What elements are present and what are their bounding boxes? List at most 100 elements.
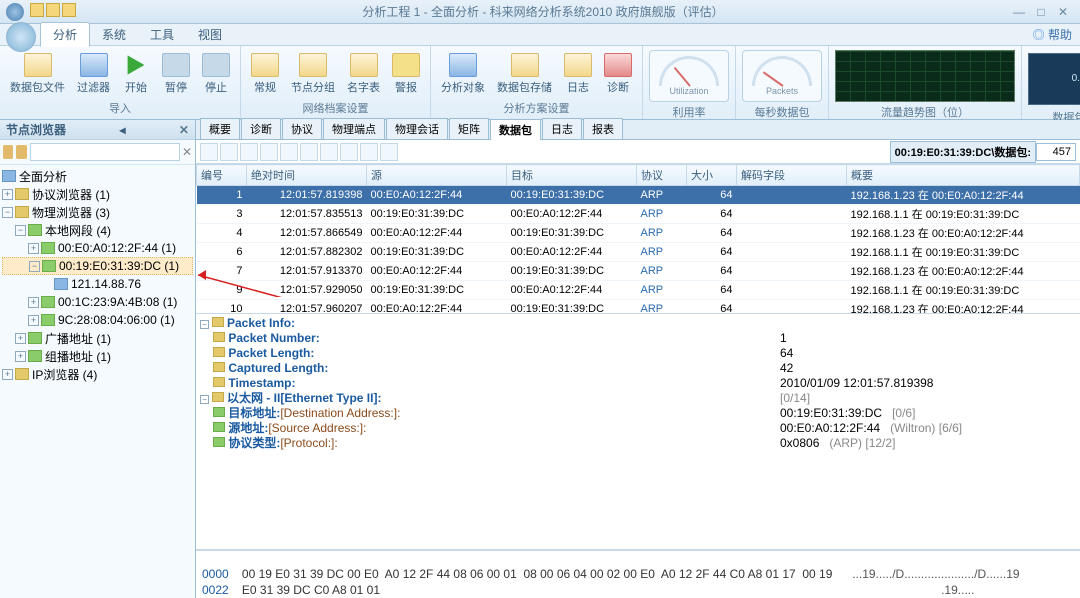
filter-icon-2[interactable] bbox=[16, 145, 26, 159]
tree-item[interactable]: 组播地址 (1) bbox=[45, 348, 111, 365]
help-link[interactable]: 帮助 bbox=[1033, 26, 1072, 43]
tool-icon[interactable] bbox=[320, 143, 338, 161]
group-label-archive: 网络档案设置 bbox=[303, 100, 369, 117]
window-title: 分析工程 1 - 全面分析 - 科来网络分析系统2010 政府旗舰版（评估） bbox=[78, 3, 1008, 20]
tab-system[interactable]: 系统 bbox=[90, 23, 138, 46]
node-tree[interactable]: 全面分析 +协议浏览器 (1) −物理浏览器 (3) −本地网段 (4) +00… bbox=[0, 165, 195, 598]
group-label-chart: 流量趋势图（位） bbox=[881, 104, 969, 121]
table-row[interactable]: 712:01:57.91337000:E0:A0:12:2F:4400:19:E… bbox=[197, 262, 1080, 281]
group-label-pps: 每秒数据包 bbox=[755, 104, 810, 121]
tree-item[interactable]: 物理浏览器 (3) bbox=[32, 204, 110, 221]
btn-packet-file[interactable]: 数据包文件 bbox=[4, 51, 71, 97]
col-decode[interactable]: 解码字段 bbox=[737, 165, 847, 186]
tool-icon[interactable] bbox=[240, 143, 258, 161]
tool-icon[interactable] bbox=[380, 143, 398, 161]
tree-root[interactable]: 全面分析 bbox=[19, 168, 67, 185]
packet-filter-label: 00:19:E0:31:39:DC\数据包: bbox=[890, 141, 1036, 163]
group-label-scheme: 分析方案设置 bbox=[504, 100, 570, 117]
btn-alarm[interactable]: 警报 bbox=[386, 51, 426, 97]
filter-icon[interactable] bbox=[3, 145, 13, 159]
tree-item[interactable]: IP浏览器 (4) bbox=[32, 366, 97, 383]
decode-pane[interactable]: −Packet Info: Packet Number:1 Packet Len… bbox=[196, 314, 1080, 550]
main-content: 概要 诊断 协议 物理端点 物理会话 矩阵 数据包 日志 报表 00:19:E0… bbox=[196, 120, 1080, 598]
group-label-util: 利用率 bbox=[673, 104, 706, 121]
gauge-utilization: Utilization bbox=[649, 50, 729, 102]
table-row[interactable]: 612:01:57.88230200:19:E0:31:39:DC00:E0:A… bbox=[197, 243, 1080, 262]
tab-phys-conv[interactable]: 物理会话 bbox=[386, 118, 448, 139]
packet-count: 457 bbox=[1036, 143, 1076, 161]
btn-analysis-obj[interactable]: 分析对象 bbox=[435, 51, 491, 97]
panel-header: 节点浏览器◂✕ bbox=[0, 120, 195, 140]
tool-icon[interactable] bbox=[280, 143, 298, 161]
tree-item[interactable]: 121.14.88.76 bbox=[71, 277, 141, 291]
tree-item[interactable]: 协议浏览器 (1) bbox=[32, 186, 110, 203]
packet-grid[interactable]: 编号 绝对时间 源 目标 协议 大小 解码字段 概要 112:01:57.819… bbox=[196, 164, 1080, 314]
tab-matrix[interactable]: 矩阵 bbox=[449, 118, 489, 139]
close-button[interactable]: ✕ bbox=[1052, 5, 1074, 19]
btn-packet-store[interactable]: 数据包存储 bbox=[491, 51, 558, 97]
btn-stop[interactable]: 停止 bbox=[196, 51, 236, 97]
search-clear-icon[interactable]: ✕ bbox=[182, 145, 192, 159]
tab-packets[interactable]: 数据包 bbox=[490, 119, 541, 140]
tab-logs[interactable]: 日志 bbox=[542, 118, 582, 139]
tool-icon[interactable] bbox=[300, 143, 318, 161]
tab-summary[interactable]: 概要 bbox=[200, 118, 240, 139]
btn-general[interactable]: 常规 bbox=[245, 51, 285, 97]
tree-search-input[interactable] bbox=[30, 143, 180, 161]
table-row[interactable]: 412:01:57.86654900:E0:A0:12:2F:4400:19:E… bbox=[197, 224, 1080, 243]
tab-report[interactable]: 报表 bbox=[583, 118, 623, 139]
btn-log[interactable]: 日志 bbox=[558, 51, 598, 97]
table-row[interactable]: 1012:01:57.96020700:E0:A0:12:2F:4400:19:… bbox=[197, 300, 1080, 315]
view-tab-strip: 概要 诊断 协议 物理端点 物理会话 矩阵 数据包 日志 报表 bbox=[196, 120, 1080, 140]
quick-access-toolbar[interactable] bbox=[30, 3, 78, 20]
tab-protocol[interactable]: 协议 bbox=[282, 118, 322, 139]
col-dst[interactable]: 目标 bbox=[507, 165, 637, 186]
table-row[interactable]: 112:01:57.81939800:E0:A0:12:2F:4400:19:E… bbox=[197, 186, 1080, 205]
tree-item-selected[interactable]: 00:19:E0:31:39:DC (1) bbox=[59, 259, 179, 273]
title-bar: 分析工程 1 - 全面分析 - 科来网络分析系统2010 政府旗舰版（评估） —… bbox=[0, 0, 1080, 24]
btn-node-group[interactable]: 节点分组 bbox=[285, 51, 341, 97]
hex-pane[interactable]: 0000 00 19 E0 31 39 DC 00 E0 A0 12 2F 44… bbox=[196, 550, 1080, 598]
tab-phys-endpoint[interactable]: 物理端点 bbox=[323, 118, 385, 139]
col-num[interactable]: 编号 bbox=[197, 165, 247, 186]
btn-name-table[interactable]: 名字表 bbox=[341, 51, 386, 97]
col-size[interactable]: 大小 bbox=[687, 165, 737, 186]
btn-start[interactable]: 开始 bbox=[116, 51, 156, 97]
col-src[interactable]: 源 bbox=[367, 165, 507, 186]
col-summary[interactable]: 概要 bbox=[847, 165, 1080, 186]
btn-pause[interactable]: 暂停 bbox=[156, 51, 196, 97]
tree-item[interactable]: 广播地址 (1) bbox=[45, 330, 111, 347]
maximize-button[interactable]: □ bbox=[1030, 5, 1052, 19]
tree-item[interactable]: 00:1C:23:9A:4B:08 (1) bbox=[58, 295, 177, 309]
col-proto[interactable]: 协议 bbox=[637, 165, 687, 186]
tool-icon[interactable] bbox=[360, 143, 378, 161]
minimize-button[interactable]: — bbox=[1008, 5, 1030, 19]
tab-tools[interactable]: 工具 bbox=[138, 23, 186, 46]
table-row[interactable]: 912:01:57.92905000:19:E0:31:39:DC00:E0:A… bbox=[197, 281, 1080, 300]
buffer-meter: 0.1% bbox=[1028, 53, 1080, 105]
tool-icon[interactable] bbox=[200, 143, 218, 161]
tab-diagnose[interactable]: 诊断 bbox=[241, 118, 281, 139]
tree-item[interactable]: 本地网段 (4) bbox=[45, 222, 111, 239]
tool-icon[interactable] bbox=[260, 143, 278, 161]
traffic-chart bbox=[835, 50, 1015, 102]
tool-icon[interactable] bbox=[340, 143, 358, 161]
table-row[interactable]: 312:01:57.83551300:19:E0:31:39:DC00:E0:A… bbox=[197, 205, 1080, 224]
tree-item[interactable]: 00:E0:A0:12:2F:44 (1) bbox=[58, 241, 176, 255]
tab-analysis[interactable]: 分析 bbox=[40, 22, 90, 47]
gauge-packets: Packets bbox=[742, 50, 822, 102]
btn-diagnose[interactable]: 诊断 bbox=[598, 51, 638, 97]
btn-filter[interactable]: 过滤器 bbox=[71, 51, 116, 97]
tree-item[interactable]: 9C:28:08:04:06:00 (1) bbox=[58, 313, 175, 327]
col-time[interactable]: 绝对时间 bbox=[247, 165, 367, 186]
panel-close-icon[interactable]: ✕ bbox=[179, 123, 189, 137]
tab-view[interactable]: 视图 bbox=[186, 23, 234, 46]
app-logo-icon bbox=[6, 3, 24, 21]
ribbon: 数据包文件 过滤器 开始 暂停 停止 导入 常规 节点分组 名字表 警报 网络档… bbox=[0, 46, 1080, 120]
tool-icon[interactable] bbox=[220, 143, 238, 161]
packet-toolbar: 00:19:E0:31:39:DC\数据包: 457 bbox=[196, 140, 1080, 164]
node-explorer-panel: 节点浏览器◂✕ ✕ 全面分析 +协议浏览器 (1) −物理浏览器 (3) −本地… bbox=[0, 120, 196, 598]
tree-search-row: ✕ bbox=[0, 140, 195, 165]
app-menu-button[interactable] bbox=[6, 22, 36, 52]
ribbon-tab-strip: 分析 系统 工具 视图 帮助 bbox=[0, 24, 1080, 46]
